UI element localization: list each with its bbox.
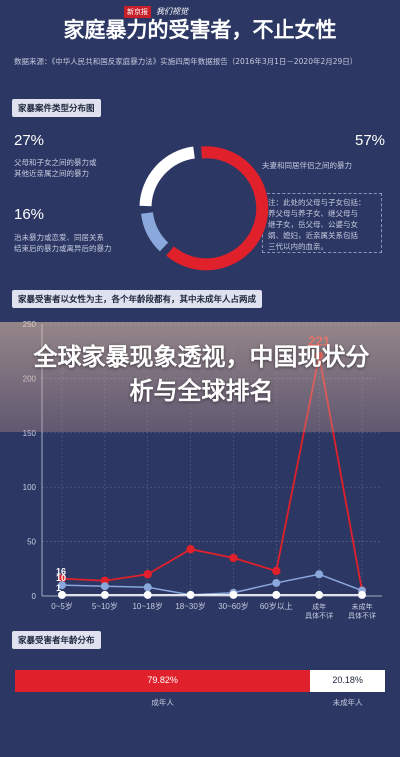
family-text1: 父母和子女之间的暴力或 [14, 158, 97, 167]
donut-slice-family [139, 146, 196, 207]
x-tick-label: 成年 [312, 602, 326, 611]
x-tick-label: 5~10岁 [92, 601, 118, 611]
page-title: 家庭暴力的受害者，不止女性 [63, 18, 337, 42]
data-label: 16 [56, 567, 66, 577]
data-point [272, 566, 281, 576]
bar-adult [15, 670, 311, 692]
bar-adult-pct: 79.82% [147, 675, 178, 685]
section3-chip: 家暴受害者年龄分布 [12, 631, 101, 649]
donut-slice-dating [141, 212, 169, 252]
spouse-text: 夫妻和同居伴侣之间的暴力 [262, 161, 352, 170]
pct-family: 27% [14, 132, 45, 149]
overlay-banner [0, 322, 400, 432]
age-bar: 79.82% 20.18% [15, 670, 385, 692]
data-point [186, 545, 195, 554]
section2-chip: 家暴受害者以女性为主，各个年龄段都有，其中未成年人占两成 [12, 290, 263, 308]
note-line: 三代以内的血亲。 [268, 242, 328, 251]
data-point [315, 570, 324, 579]
donut-slice-spouse [166, 146, 269, 271]
logo: 新京报 [124, 6, 151, 18]
data-point [186, 590, 195, 599]
x-tick-label: 60岁以上 [260, 601, 293, 611]
x-tick-label: 10~18岁 [132, 601, 162, 611]
data-point [272, 590, 281, 599]
caption-adult: 成年人 [151, 698, 174, 707]
data-point [272, 578, 281, 587]
x-tick-label: 未成年 [352, 602, 373, 611]
data-point [229, 590, 238, 599]
pct-spouse: 57% [355, 132, 386, 149]
bar-minor [310, 670, 385, 692]
x-tick-label: 18~30岁 [175, 601, 205, 611]
x-tick-label: 具体不详 [348, 611, 376, 620]
donut-chart [139, 146, 269, 271]
section1-chip: 家暴案件类型分布图 [12, 99, 101, 117]
note-line: 继子女，岳父母、公婆与女 [268, 220, 358, 229]
note-line: 婿、媳妇，近亲属关系包括 [268, 231, 358, 240]
y-tick-label: 150 [23, 429, 37, 438]
data-point [358, 590, 366, 599]
data-point [229, 553, 238, 563]
y-tick-label: 100 [23, 483, 37, 492]
x-tick-label: 0~5岁 [51, 601, 73, 611]
data-point [57, 574, 67, 583]
note-line: 注：此处的父母与子女包括： [268, 198, 366, 207]
data-point [315, 590, 324, 599]
dating-text2: 结束后的暴力或离异后的暴力 [14, 244, 112, 253]
source-note: 数据来源：《中华人民共和国反家庭暴力法》实施四周年数据报告（2016年3月1日－… [14, 57, 358, 66]
data-label: 10 [56, 573, 66, 583]
data-label: 1 [56, 583, 61, 593]
data-point [58, 581, 66, 590]
data-point [143, 590, 152, 599]
family-text2: 其他近亲属之间的暴力 [14, 169, 89, 178]
banner-title: 全球家暴现象透视，中国现状分析与全球排名 [33, 343, 370, 405]
data-point [58, 590, 66, 599]
logo-sub: 我们视觉 [156, 7, 188, 16]
x-tick-label: 30~60岁 [218, 601, 248, 611]
data-point [143, 583, 152, 592]
pct-dating: 16% [14, 206, 45, 223]
series-line [61, 573, 363, 596]
caption-minor: 未成年人 [332, 698, 363, 707]
y-tick-label: 0 [32, 592, 37, 601]
y-tick-label: 50 [27, 538, 36, 547]
data-point [143, 570, 152, 579]
data-point [100, 590, 109, 599]
bar-minor-pct: 20.18% [332, 675, 363, 685]
x-tick-label: 具体不详 [305, 611, 333, 620]
dating-text1: 治未暴力或恋爱、同居关系 [14, 233, 104, 242]
note-line: 养父母与养子女、继父母与 [268, 209, 358, 218]
data-point [100, 582, 109, 591]
